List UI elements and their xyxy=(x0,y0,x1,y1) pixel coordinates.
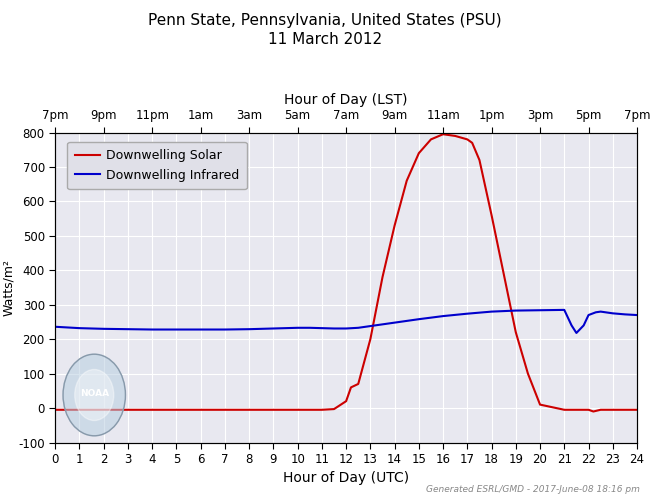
Downwelling Solar xyxy=(354,381,362,387)
Downwelling Infrared xyxy=(148,326,156,332)
Line: Downwelling Infrared: Downwelling Infrared xyxy=(55,310,637,333)
Downwelling Infrared xyxy=(221,326,229,332)
Downwelling Infrared xyxy=(51,324,59,330)
Downwelling Solar xyxy=(391,222,398,228)
Downwelling Solar xyxy=(536,402,544,407)
Downwelling Solar xyxy=(609,407,617,413)
Downwelling Solar xyxy=(172,407,180,413)
Downwelling Solar xyxy=(512,330,520,336)
Downwelling Solar xyxy=(524,370,532,376)
Downwelling Infrared xyxy=(439,313,447,319)
Downwelling Infrared xyxy=(294,325,302,331)
Downwelling Solar xyxy=(270,407,278,413)
Downwelling Solar xyxy=(451,133,459,139)
Downwelling Solar xyxy=(439,131,447,137)
Downwelling Infrared xyxy=(318,325,326,331)
Downwelling Infrared xyxy=(463,310,471,316)
Downwelling Infrared xyxy=(354,325,362,331)
Downwelling Solar xyxy=(124,407,132,413)
Downwelling Solar xyxy=(590,408,597,414)
Downwelling Solar xyxy=(597,407,604,413)
Downwelling Infrared xyxy=(621,312,629,318)
Circle shape xyxy=(75,370,114,420)
Downwelling Solar xyxy=(294,407,302,413)
Downwelling Solar xyxy=(560,407,568,413)
Downwelling Infrared xyxy=(415,316,422,322)
Downwelling Solar xyxy=(342,398,350,404)
Downwelling Infrared xyxy=(609,310,617,316)
Downwelling Solar xyxy=(476,157,484,163)
Text: Penn State, Pennsylvania, United States (PSU): Penn State, Pennsylvania, United States … xyxy=(148,12,502,28)
Downwelling Infrared xyxy=(567,322,575,328)
X-axis label: Hour of Day (LST): Hour of Day (LST) xyxy=(285,92,408,106)
Downwelling Infrared xyxy=(330,326,338,332)
Downwelling Infrared xyxy=(342,326,350,332)
X-axis label: Hour of Day (UTC): Hour of Day (UTC) xyxy=(283,472,410,486)
Downwelling Solar xyxy=(221,407,229,413)
Downwelling Solar xyxy=(427,136,435,142)
Downwelling Infrared xyxy=(124,326,132,332)
Downwelling Infrared xyxy=(367,323,374,329)
Downwelling Infrared xyxy=(584,312,592,318)
Downwelling Solar xyxy=(468,140,476,146)
Legend: Downwelling Solar, Downwelling Infrared: Downwelling Solar, Downwelling Infrared xyxy=(68,142,247,189)
Downwelling Solar xyxy=(633,407,641,413)
Downwelling Infrared xyxy=(245,326,253,332)
Downwelling Infrared xyxy=(592,310,600,316)
Downwelling Solar xyxy=(318,407,326,413)
Downwelling Infrared xyxy=(560,307,568,313)
Downwelling Infrared xyxy=(573,330,580,336)
Downwelling Infrared xyxy=(75,325,83,331)
Downwelling Solar xyxy=(621,407,629,413)
Downwelling Infrared xyxy=(391,320,398,326)
Downwelling Solar xyxy=(347,384,355,390)
Downwelling Solar xyxy=(197,407,205,413)
Downwelling Infrared xyxy=(488,308,495,314)
Text: 11 March 2012: 11 March 2012 xyxy=(268,32,382,48)
Text: NOAA: NOAA xyxy=(80,389,109,398)
Y-axis label: Watts/m²: Watts/m² xyxy=(3,259,16,316)
Downwelling Solar xyxy=(148,407,156,413)
Downwelling Solar xyxy=(100,407,108,413)
Downwelling Solar xyxy=(245,407,253,413)
Downwelling Solar xyxy=(463,136,471,142)
Downwelling Infrared xyxy=(197,326,205,332)
Downwelling Infrared xyxy=(100,326,108,332)
Text: Generated ESRL/GMD - 2017-June-08 18:16 pm: Generated ESRL/GMD - 2017-June-08 18:16 … xyxy=(426,485,640,494)
Downwelling Solar xyxy=(378,274,386,280)
Downwelling Solar xyxy=(415,150,422,156)
Downwelling Infrared xyxy=(580,322,588,328)
Downwelling Infrared xyxy=(64,324,72,330)
Circle shape xyxy=(63,354,125,436)
Downwelling Solar xyxy=(367,336,374,342)
Downwelling Solar xyxy=(573,407,580,413)
Line: Downwelling Solar: Downwelling Solar xyxy=(55,134,637,411)
Downwelling Solar xyxy=(75,407,83,413)
Downwelling Infrared xyxy=(88,326,96,332)
Downwelling Solar xyxy=(500,270,508,276)
Downwelling Infrared xyxy=(633,312,641,318)
Downwelling Infrared xyxy=(270,326,278,332)
Downwelling Solar xyxy=(51,407,59,413)
Downwelling Infrared xyxy=(597,308,604,314)
Downwelling Infrared xyxy=(172,326,180,332)
Downwelling Solar xyxy=(330,406,338,412)
Downwelling Infrared xyxy=(512,308,520,314)
Downwelling Infrared xyxy=(536,307,544,313)
Downwelling Solar xyxy=(488,212,495,218)
Downwelling Solar xyxy=(403,178,411,184)
Downwelling Infrared xyxy=(306,325,314,331)
Downwelling Solar xyxy=(584,407,592,413)
